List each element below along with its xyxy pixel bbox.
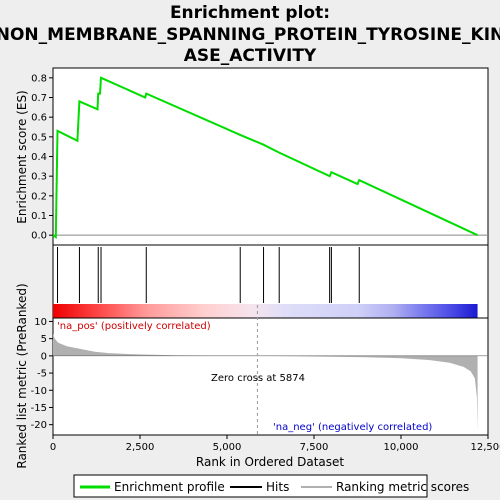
x-tick-label: 12,500 xyxy=(471,442,500,453)
metric-plot-area xyxy=(52,317,489,436)
x-tick-label: 5,000 xyxy=(213,442,242,453)
metric-y-tick-label: -20 xyxy=(31,420,47,431)
legend-enrichment-label: Enrichment profile xyxy=(114,480,225,494)
es-y-tick-label: 0.2 xyxy=(31,191,47,202)
hit-markers xyxy=(57,247,360,303)
legend-metric-label: Ranking metric scores xyxy=(336,480,469,494)
neg-correlated-label: 'na_neg' (negatively correlated) xyxy=(273,422,432,433)
metric-y-axis-label: Ranked list metric (PreRanked) xyxy=(15,283,29,468)
legend-hits-label: Hits xyxy=(266,480,289,494)
metric-y-tick-label: -5 xyxy=(37,369,47,380)
es-y-tick-label: 0.5 xyxy=(31,132,47,143)
x-tick-label: 2,500 xyxy=(126,442,155,453)
es-y-tick-label: 0.1 xyxy=(31,211,47,222)
x-axis-label: Rank in Ordered Dataset xyxy=(196,455,344,469)
metric-y-tick-label: 10 xyxy=(34,317,47,328)
zero-cross-label: Zero cross at 5874 xyxy=(211,373,305,384)
chart-title-line3: ASE_ACTIVITY xyxy=(184,46,317,66)
chart-title-line1: Enrichment plot: xyxy=(170,3,330,23)
metric-y-tick-label: -15 xyxy=(31,403,47,414)
metric-y-ticks: 10 5 0 -5 -10 -15 -20 xyxy=(31,317,53,431)
x-tick-label: 0 xyxy=(50,442,56,453)
metric-y-tick-label: -10 xyxy=(31,386,47,397)
es-y-tick-label: 0.6 xyxy=(31,113,47,124)
pos-correlated-label: 'na_pos' (positively correlated) xyxy=(57,321,211,332)
metric-y-tick-label: 5 xyxy=(41,334,47,345)
metric-y-tick-label: 0 xyxy=(41,351,47,362)
es-y-tick-label: 0.0 xyxy=(31,231,47,242)
es-y-tick-label: 0.3 xyxy=(31,172,47,183)
es-y-tick-label: 0.4 xyxy=(31,152,47,163)
rank-color-bar xyxy=(53,304,478,318)
es-y-axis-label: Enrichment score (ES) xyxy=(15,90,29,223)
es-y-tick-label: 0.7 xyxy=(31,93,47,104)
es-plot-area xyxy=(52,67,489,246)
chart-title-line2: NON_MEMBRANE_SPANNING_PROTEIN_TYROSINE_K… xyxy=(0,25,500,45)
x-tick-label: 7,500 xyxy=(300,442,329,453)
enrichment-profile-line xyxy=(52,76,479,239)
es-y-ticks: 0.0 0.1 0.2 0.3 0.4 0.5 0.6 0.7 0.8 xyxy=(31,73,53,242)
metric-x-ticks: 0 2,500 5,000 7,500 10,000 12,500 xyxy=(50,435,500,453)
es-y-tick-label: 0.8 xyxy=(31,73,47,84)
x-tick-label: 10,000 xyxy=(384,442,419,453)
